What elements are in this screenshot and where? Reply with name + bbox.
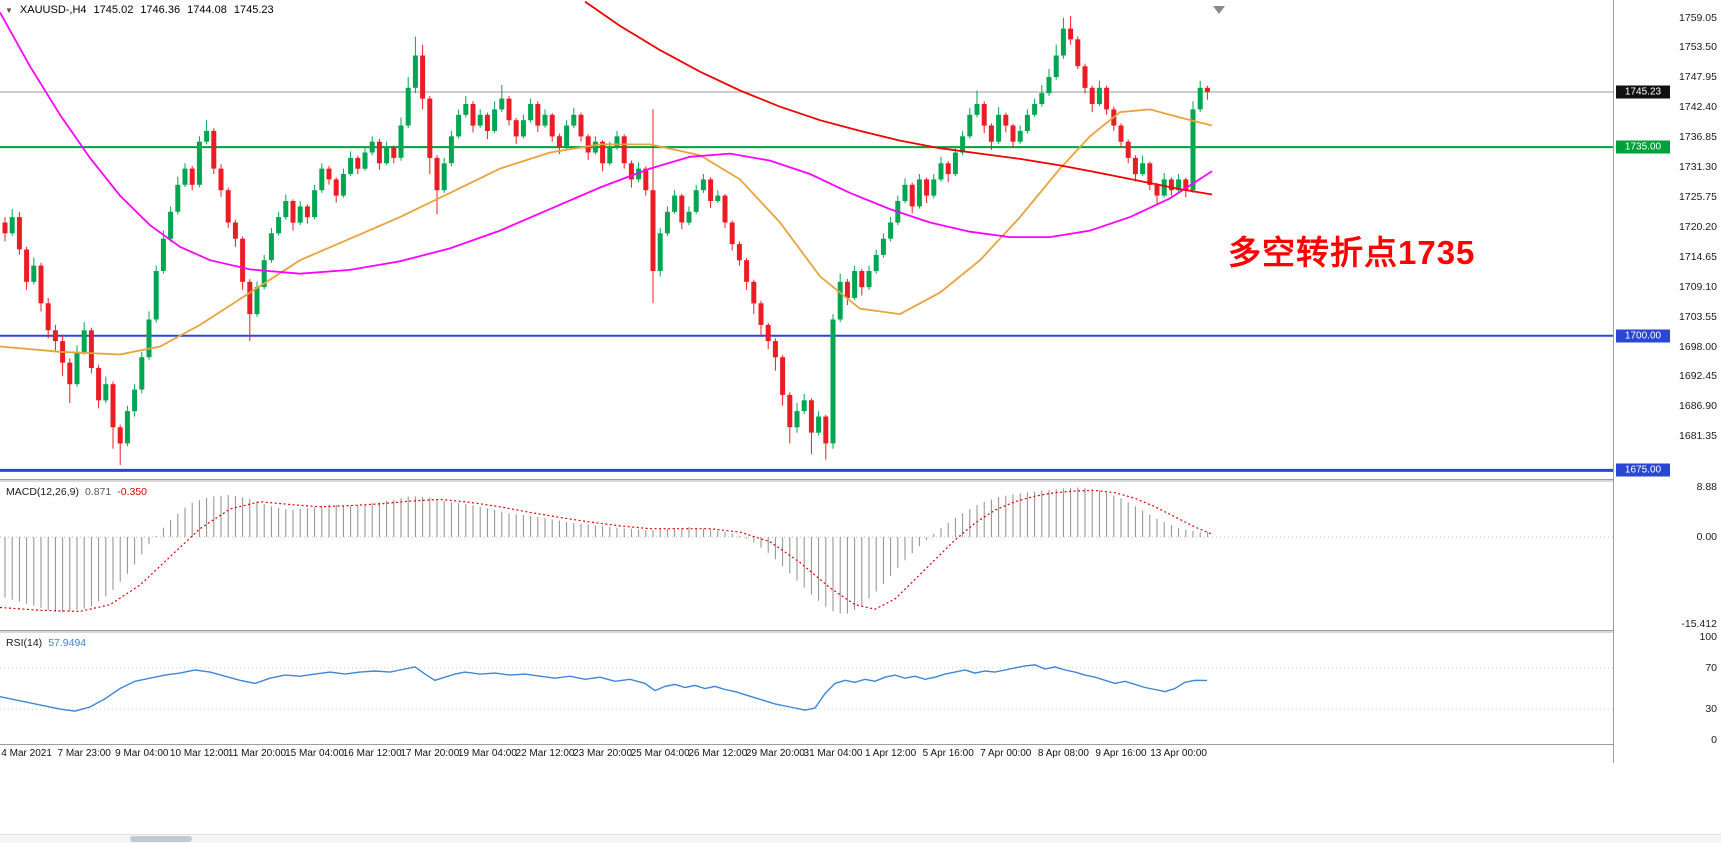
price-level-label: 1735.00: [1616, 140, 1670, 154]
price-tick-label: 1686.90: [1679, 400, 1717, 413]
time-tick-label: 31 Mar 04:00: [803, 748, 863, 759]
time-tick-label: 26 Mar 12:00: [688, 748, 748, 759]
macd-axis-zero: 0.00: [1696, 531, 1717, 543]
ohlc-low: 1744.08: [187, 4, 227, 16]
macd-signal-value: -0.350: [117, 486, 148, 498]
rsi-axis-30: 30: [1705, 703, 1717, 715]
panel-splitter-rsi[interactable]: [0, 630, 1721, 633]
price-tick-label: 1692.45: [1679, 370, 1717, 383]
rsi-canvas[interactable]: [0, 633, 1613, 744]
price-tick-label: 1703.55: [1679, 310, 1717, 323]
price-tick-label: 1698.00: [1679, 340, 1717, 353]
ohlc-high: 1746.36: [140, 4, 181, 16]
rsi-value: 57.9494: [48, 637, 87, 649]
horizontal-scrollbar[interactable]: [0, 834, 1721, 843]
macd-canvas[interactable]: [0, 482, 1613, 630]
rsi-axis-70: 70: [1705, 662, 1717, 674]
price-chart-canvas[interactable]: [0, 0, 1613, 479]
macd-axis-min: -15.412: [1681, 618, 1717, 630]
rsi-axis-0: 0: [1711, 734, 1717, 746]
symbol-timeframe: XAUUSD-,H4: [19, 4, 87, 16]
price-tick-label: 1736.85: [1679, 131, 1717, 144]
ohlc-open: 1745.02: [93, 4, 134, 16]
time-tick-label: 25 Mar 04:00: [630, 748, 690, 759]
time-tick-label: 7 Mar 23:00: [57, 748, 111, 759]
price-axis[interactable]: 8.88 0.00 -15.412 100 70 30 0 1759.05 175…: [1613, 0, 1721, 763]
time-axis[interactable]: 4 Mar 2021 7 Mar 23:00 9 Mar 04:00 10 Mar 1…: [0, 745, 1613, 763]
symbol-ohlc-readout: ▼ XAUUSD-,H4 1745.02 1746.36 1744.08 174…: [5, 4, 274, 16]
rsi-title: RSI(14): [6, 637, 43, 649]
macd-title: MACD(12,26,9): [6, 486, 79, 498]
time-tick-label: 15 Mar 04:00: [285, 748, 345, 759]
time-tick-label: 1 Apr 12:00: [865, 748, 917, 759]
price-tick-label: 1742.40: [1679, 101, 1717, 114]
chart-shift-icon[interactable]: [1213, 6, 1225, 14]
ohlc-close: 1745.23: [233, 4, 274, 16]
macd-axis-max: 8.88: [1696, 481, 1717, 493]
panel-splitter-macd[interactable]: [0, 479, 1721, 482]
time-tick-label: 17 Mar 20:00: [400, 748, 460, 759]
macd-indicator-label: MACD(12,26,9) 0.871 -0.350: [6, 486, 147, 498]
time-tick-label: 22 Mar 12:00: [515, 748, 575, 759]
time-tick-label: 11 Mar 20:00: [227, 748, 287, 759]
time-tick-label: 16 Mar 12:00: [342, 748, 402, 759]
rsi-axis-100: 100: [1699, 631, 1717, 643]
macd-main-value: 0.871: [84, 486, 112, 498]
time-tick-label: 9 Apr 16:00: [1095, 748, 1147, 759]
rsi-indicator-label: RSI(14) 57.9494: [6, 637, 86, 649]
price-tick-label: 1714.65: [1679, 250, 1717, 263]
price-tick-label: 1725.75: [1679, 190, 1717, 203]
time-tick-label: 4 Mar 2021: [1, 748, 52, 759]
price-tick-label: 1681.35: [1679, 430, 1717, 443]
price-tick-label: 1753.50: [1679, 41, 1717, 54]
time-tick-label: 7 Apr 00:00: [980, 748, 1032, 759]
chart-annotation: 多空转折点1735: [1228, 234, 1476, 271]
price-tick-label: 1720.20: [1679, 220, 1717, 233]
time-tick-label: 8 Apr 08:00: [1037, 748, 1089, 759]
time-tick-label: 13 Apr 00:00: [1150, 748, 1207, 759]
time-tick-label: 5 Apr 16:00: [922, 748, 974, 759]
time-tick-label: 23 Mar 20:00: [573, 748, 633, 759]
price-tick-label: 1747.95: [1679, 71, 1717, 84]
price-level-label: 1745.23: [1616, 85, 1670, 99]
price-level-label: 1675.00: [1616, 463, 1670, 477]
time-tick-label: 10 Mar 12:00: [169, 748, 229, 759]
time-tick-label: 9 Mar 04:00: [115, 748, 169, 759]
time-tick-label: 29 Mar 20:00: [745, 748, 805, 759]
price-tick-label: 1759.05: [1679, 11, 1717, 24]
price-tick-label: 1709.10: [1679, 280, 1717, 293]
price-tick-label: 1731.30: [1679, 161, 1717, 173]
time-tick-label: 19 Mar 04:00: [457, 748, 517, 759]
price-level-label: 1700.00: [1616, 329, 1670, 343]
chart-dropdown-icon[interactable]: ▼: [5, 5, 13, 15]
horizontal-scrollbar-thumb[interactable]: [130, 836, 192, 842]
